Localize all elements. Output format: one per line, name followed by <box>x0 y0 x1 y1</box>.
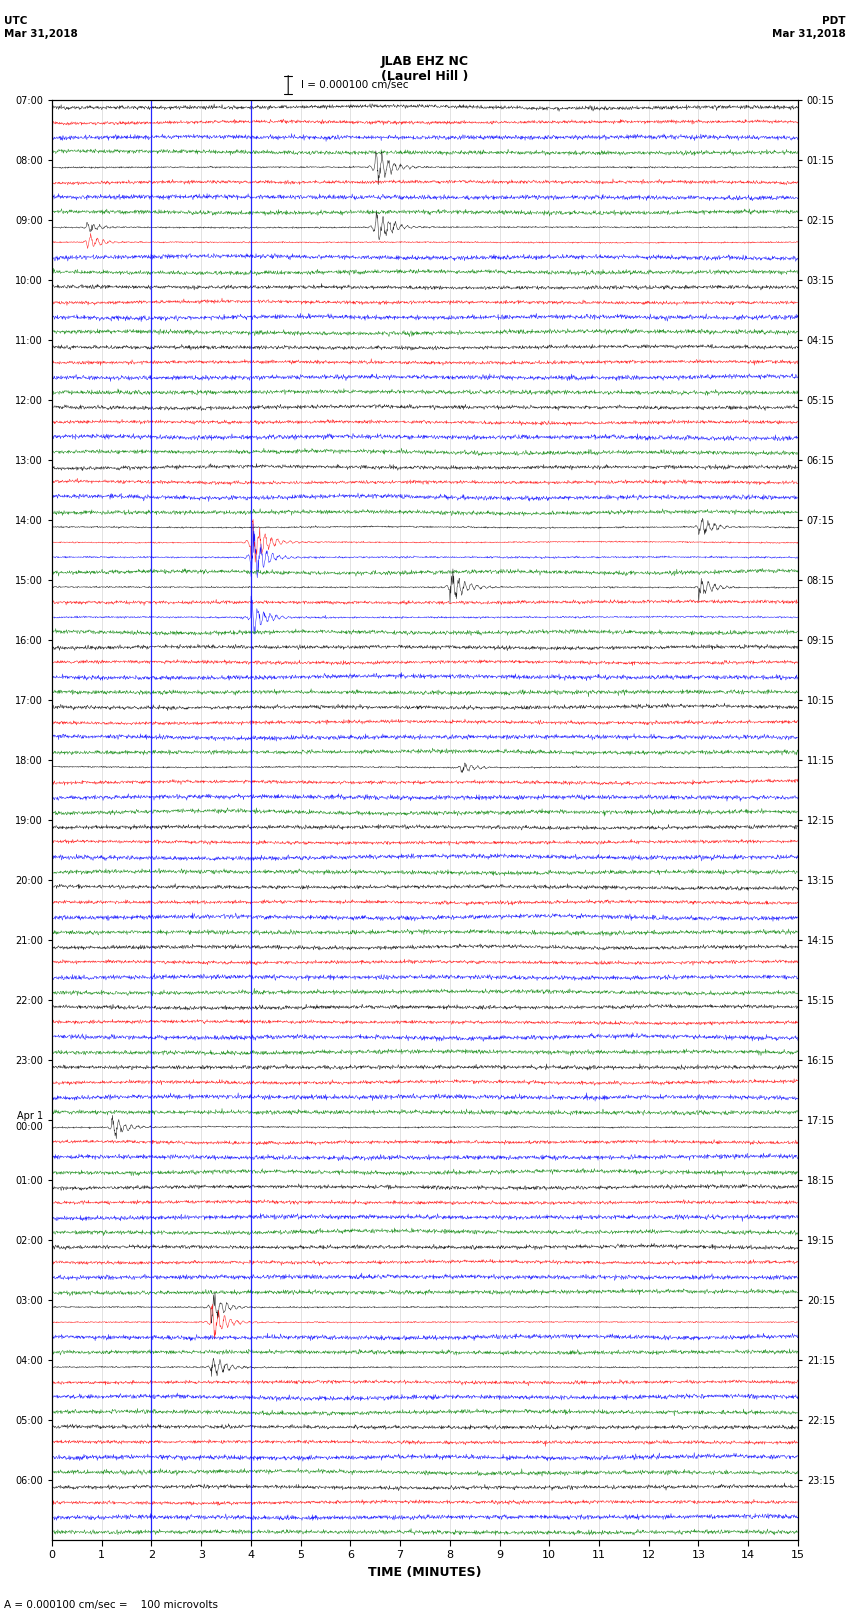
Text: I = 0.000100 cm/sec: I = 0.000100 cm/sec <box>301 79 408 90</box>
X-axis label: TIME (MINUTES): TIME (MINUTES) <box>368 1566 482 1579</box>
Text: Mar 31,2018: Mar 31,2018 <box>772 29 846 39</box>
Title: JLAB EHZ NC
(Laurel Hill ): JLAB EHZ NC (Laurel Hill ) <box>381 55 469 84</box>
Text: A = 0.000100 cm/sec =    100 microvolts: A = 0.000100 cm/sec = 100 microvolts <box>4 1600 218 1610</box>
Text: PDT: PDT <box>822 16 846 26</box>
Text: Mar 31,2018: Mar 31,2018 <box>4 29 78 39</box>
Text: UTC: UTC <box>4 16 27 26</box>
